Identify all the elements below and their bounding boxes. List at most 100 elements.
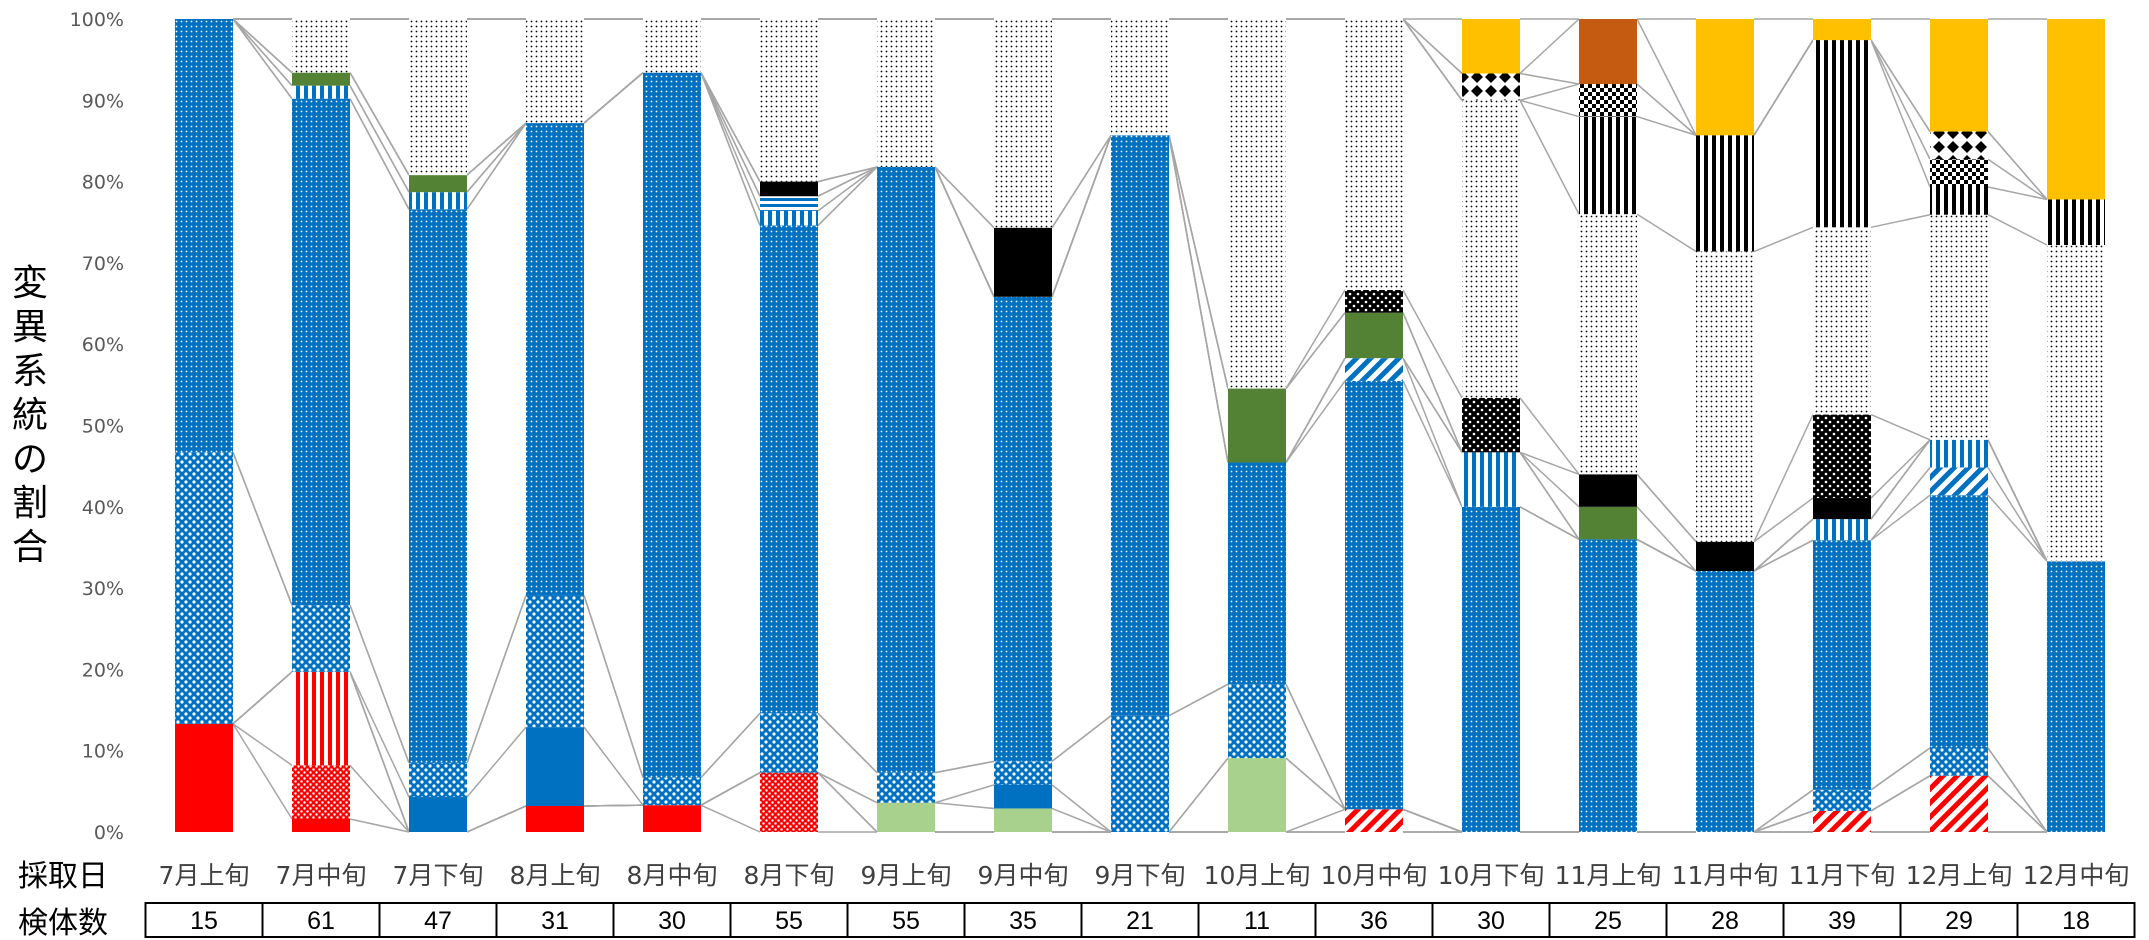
bar-segment bbox=[760, 772, 818, 832]
connector-line bbox=[349, 818, 410, 833]
bar-segment bbox=[409, 19, 467, 176]
connector-line bbox=[1636, 213, 1697, 253]
connector-line bbox=[1636, 83, 1697, 136]
bar-segment bbox=[1813, 540, 1871, 790]
connector-line bbox=[934, 166, 995, 298]
bar-segment bbox=[1696, 251, 1754, 542]
connector-line bbox=[1870, 213, 1931, 229]
connector-line bbox=[1753, 414, 1814, 543]
x-category-label: 8月下旬 bbox=[744, 861, 835, 890]
bar-segment bbox=[994, 227, 1052, 297]
connector-line bbox=[466, 122, 527, 176]
connector-line bbox=[1753, 39, 1814, 136]
bar-stack bbox=[292, 19, 350, 832]
sample-count-value: 39 bbox=[1828, 907, 1856, 935]
bar-segment bbox=[1111, 135, 1169, 716]
bar-segment bbox=[1462, 73, 1520, 101]
x-category-label: 7月中旬 bbox=[276, 861, 367, 890]
connector-line bbox=[1402, 808, 1463, 833]
connector-line bbox=[1987, 186, 2048, 201]
bar-stack bbox=[409, 19, 467, 832]
connector-line bbox=[1519, 99, 1580, 215]
bar-segment bbox=[877, 802, 935, 832]
bar-segment bbox=[1579, 84, 1637, 117]
bar-segment bbox=[994, 19, 1052, 228]
connector-line bbox=[232, 723, 293, 820]
connector-line bbox=[1753, 497, 1814, 543]
bar-segment bbox=[1462, 19, 1520, 74]
connector-line bbox=[349, 764, 410, 833]
connector-line bbox=[1870, 439, 1931, 520]
connector-line bbox=[1987, 747, 2048, 833]
bar-stack bbox=[1345, 19, 1403, 832]
bar-segment bbox=[994, 761, 1052, 785]
sample-count-table: 15 61 47 31 30 55 55 35 21 11 36 30 25 28 39 29 18 bbox=[144, 902, 2136, 938]
bar-stack bbox=[1462, 19, 1520, 832]
bar-segment bbox=[409, 209, 467, 763]
connector-line bbox=[232, 452, 293, 606]
count-row-label: 検体数 bbox=[18, 906, 108, 940]
bar-segment bbox=[994, 296, 1052, 762]
x-category-label: 11月上旬 bbox=[1555, 861, 1662, 890]
y-tick-label: 70% bbox=[82, 253, 124, 275]
x-category-label: 10月上旬 bbox=[1204, 861, 1311, 890]
bar-segment bbox=[409, 762, 467, 798]
connector-line bbox=[466, 726, 527, 798]
connector-line bbox=[1870, 39, 1931, 132]
y-axis-title-char: 異 bbox=[12, 307, 48, 348]
bar-segment bbox=[1813, 414, 1871, 499]
x-category-label: 7月上旬 bbox=[159, 861, 250, 890]
connector-line bbox=[1402, 18, 1463, 75]
bar-segment bbox=[1111, 19, 1169, 136]
connector-line bbox=[1285, 683, 1346, 810]
bar-segment bbox=[643, 777, 701, 806]
sample-count-value: 61 bbox=[307, 907, 335, 935]
bar-segment bbox=[2047, 245, 2105, 562]
bar-segment bbox=[292, 85, 350, 99]
sample-count-value: 28 bbox=[1711, 907, 1739, 935]
bar-stack bbox=[994, 19, 1052, 832]
bar-segment bbox=[1930, 467, 1988, 496]
x-category-label: 8月上旬 bbox=[510, 861, 601, 890]
bar-segment bbox=[292, 605, 350, 672]
bar-segment bbox=[2047, 199, 2105, 246]
bar-stack bbox=[1228, 19, 1286, 832]
bar-segment bbox=[1930, 131, 1988, 160]
bar-segment bbox=[1579, 214, 1637, 475]
bar-segment bbox=[175, 723, 233, 832]
connector-line bbox=[1870, 747, 1931, 791]
connector-line bbox=[1753, 518, 1814, 572]
sample-count-value: 25 bbox=[1594, 907, 1622, 935]
bar-stack bbox=[877, 19, 935, 832]
bar-segment bbox=[1696, 135, 1754, 252]
bar-segment bbox=[1345, 809, 1403, 832]
bar-segment bbox=[1579, 474, 1637, 507]
bar-stack bbox=[643, 19, 701, 832]
connector-line bbox=[232, 723, 293, 766]
connector-line bbox=[466, 122, 527, 210]
connector-line bbox=[1636, 473, 1697, 543]
connector-line bbox=[1870, 413, 1931, 441]
y-tick-label: 60% bbox=[82, 334, 124, 356]
bar-segment bbox=[1930, 748, 1988, 776]
connector-line bbox=[1987, 494, 2048, 562]
connector-line bbox=[700, 72, 761, 197]
sample-count-value: 18 bbox=[2062, 907, 2090, 935]
connector-line bbox=[1402, 357, 1463, 453]
sample-count-value: 55 bbox=[892, 907, 920, 935]
connector-line bbox=[817, 772, 878, 833]
connector-line bbox=[1051, 784, 1112, 833]
bar-segment bbox=[1813, 19, 1871, 41]
bar-segment bbox=[1930, 159, 1988, 187]
connector-line bbox=[1402, 312, 1463, 453]
connector-line bbox=[1519, 506, 1580, 540]
bar-segment bbox=[1813, 789, 1871, 811]
connector-line bbox=[1519, 72, 1580, 85]
count-table-border bbox=[144, 902, 2136, 938]
y-tick-label: 100% bbox=[70, 9, 124, 31]
connector-line bbox=[1519, 397, 1580, 475]
bar-segment bbox=[409, 192, 467, 210]
connector-line bbox=[1636, 115, 1697, 136]
connector-line bbox=[1402, 357, 1463, 508]
